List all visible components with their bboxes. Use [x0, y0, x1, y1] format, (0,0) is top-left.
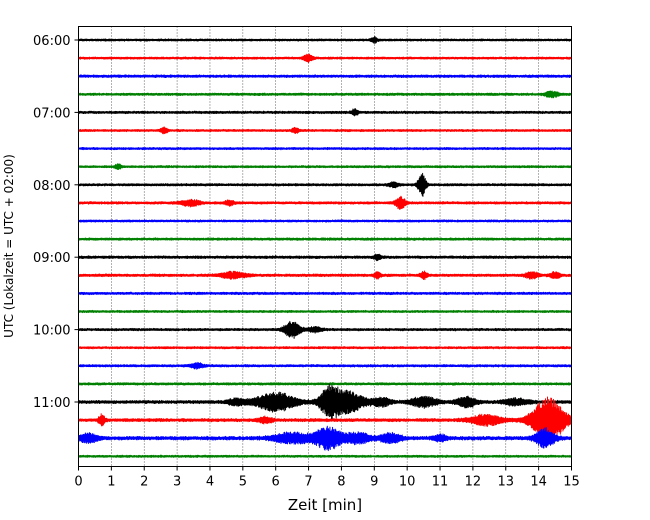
trace-1045: [78, 382, 572, 386]
trace-0700: [78, 108, 572, 117]
y-axis-label: UTC (Lokalzeit = UTC + 02:00): [2, 154, 16, 338]
trace-0645: [78, 90, 572, 99]
x-tick-label: 10: [399, 475, 416, 490]
trace-0845: [78, 237, 572, 241]
trace-1130: [78, 425, 572, 452]
x-tick-label: 2: [140, 475, 148, 490]
trace-1030: [78, 361, 572, 370]
x-tick-label: 7: [304, 475, 312, 490]
trace-0900: [78, 253, 572, 262]
y-tick-label: 06:00: [33, 34, 70, 49]
x-tick-label: 9: [370, 475, 378, 490]
y-tick-label: 07:00: [33, 106, 70, 121]
trace-0945: [78, 309, 572, 314]
x-tick-label: 12: [465, 475, 482, 490]
x-tick-label: 11: [432, 475, 449, 490]
y-tick-label: 10:00: [33, 324, 70, 339]
y-tick-label: 11:00: [33, 396, 70, 411]
trace-1115: [78, 396, 572, 444]
trace-1015: [78, 346, 572, 350]
x-tick-label: 1: [107, 475, 115, 490]
trace-0815: [78, 195, 572, 210]
x-tick-label: 13: [497, 475, 514, 490]
seismic-traces: [78, 36, 572, 458]
x-tick-label: 0: [74, 475, 82, 490]
x-axis-label: Zeit [min]: [288, 496, 362, 514]
trace-1100: [78, 383, 572, 421]
x-tick-label: 6: [272, 475, 280, 490]
x-tick-label: 14: [530, 475, 547, 490]
y-tick-label: 08:00: [33, 179, 70, 194]
trace-0615: [78, 53, 572, 64]
y-tick-label: 09:00: [33, 251, 70, 266]
trace-0730: [78, 146, 572, 151]
plot-frame: [78, 26, 572, 467]
trace-0915: [78, 270, 572, 281]
trace-0600: [78, 36, 572, 44]
x-tick-label: 8: [337, 475, 345, 490]
trace-1000: [78, 320, 572, 339]
trace-0715: [78, 126, 572, 135]
x-tick-label: 3: [173, 475, 181, 490]
x-tick-label: 4: [206, 475, 214, 490]
trace-0630: [78, 74, 572, 79]
trace-1145: [78, 454, 572, 458]
x-tick-label: 15: [563, 475, 580, 490]
trace-0930: [78, 291, 572, 296]
trace-0800: [78, 172, 572, 197]
x-tick-label: 5: [239, 475, 247, 490]
y-axis: 06:00 07:00 08:00 09:00 10:00 11:00: [33, 34, 79, 411]
trace-0830: [78, 219, 572, 223]
trace-0745: [78, 163, 572, 170]
x-axis: 0 1 2 3 4 5 6 7 8 9 10 11 12 13 14 15: [74, 466, 580, 490]
